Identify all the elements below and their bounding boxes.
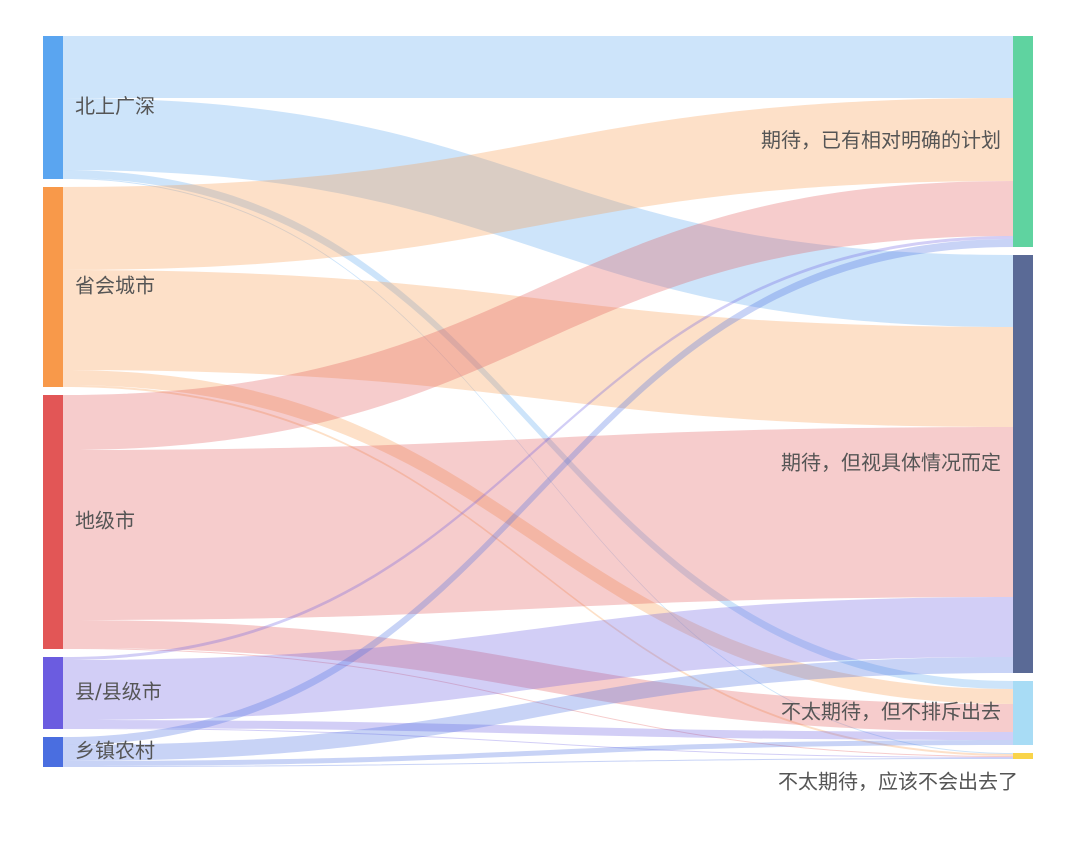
node	[1013, 36, 1033, 247]
links	[63, 36, 1013, 767]
link	[63, 178, 1013, 754]
node-label: 不太期待，应该不会出去了	[778, 770, 1018, 794]
node	[43, 395, 63, 649]
node-label: 县/县级市	[75, 680, 162, 704]
node-label: 地级市	[75, 509, 135, 533]
link	[63, 597, 1013, 720]
link	[63, 170, 1013, 689]
link	[63, 620, 1013, 732]
node-label: 期待，但视具体情况而定	[781, 451, 1001, 475]
link	[63, 648, 1013, 757]
link	[63, 427, 1013, 620]
node	[43, 36, 63, 179]
node	[43, 657, 63, 729]
link	[63, 720, 1013, 740]
link	[63, 758, 1013, 767]
link	[63, 181, 1013, 450]
node	[43, 187, 63, 387]
node	[43, 737, 63, 767]
node-label: 省会城市	[75, 274, 155, 298]
node	[1013, 753, 1033, 759]
link	[63, 370, 1013, 704]
link	[63, 36, 1013, 98]
link	[63, 98, 1013, 270]
node-label: 不太期待，但不排斥出去	[781, 700, 1001, 724]
link	[63, 740, 1013, 766]
node-label: 乡镇农村	[75, 739, 155, 763]
link	[63, 385, 1013, 756]
link	[63, 270, 1013, 427]
node-label: 期待，已有相对明确的计划	[761, 128, 1001, 152]
node	[1013, 255, 1033, 673]
link	[63, 728, 1013, 758]
link	[63, 236, 1013, 660]
link	[63, 657, 1013, 761]
link	[63, 239, 1013, 745]
node	[1013, 681, 1033, 745]
node-label: 北上广深	[75, 94, 155, 118]
link	[63, 98, 1013, 327]
